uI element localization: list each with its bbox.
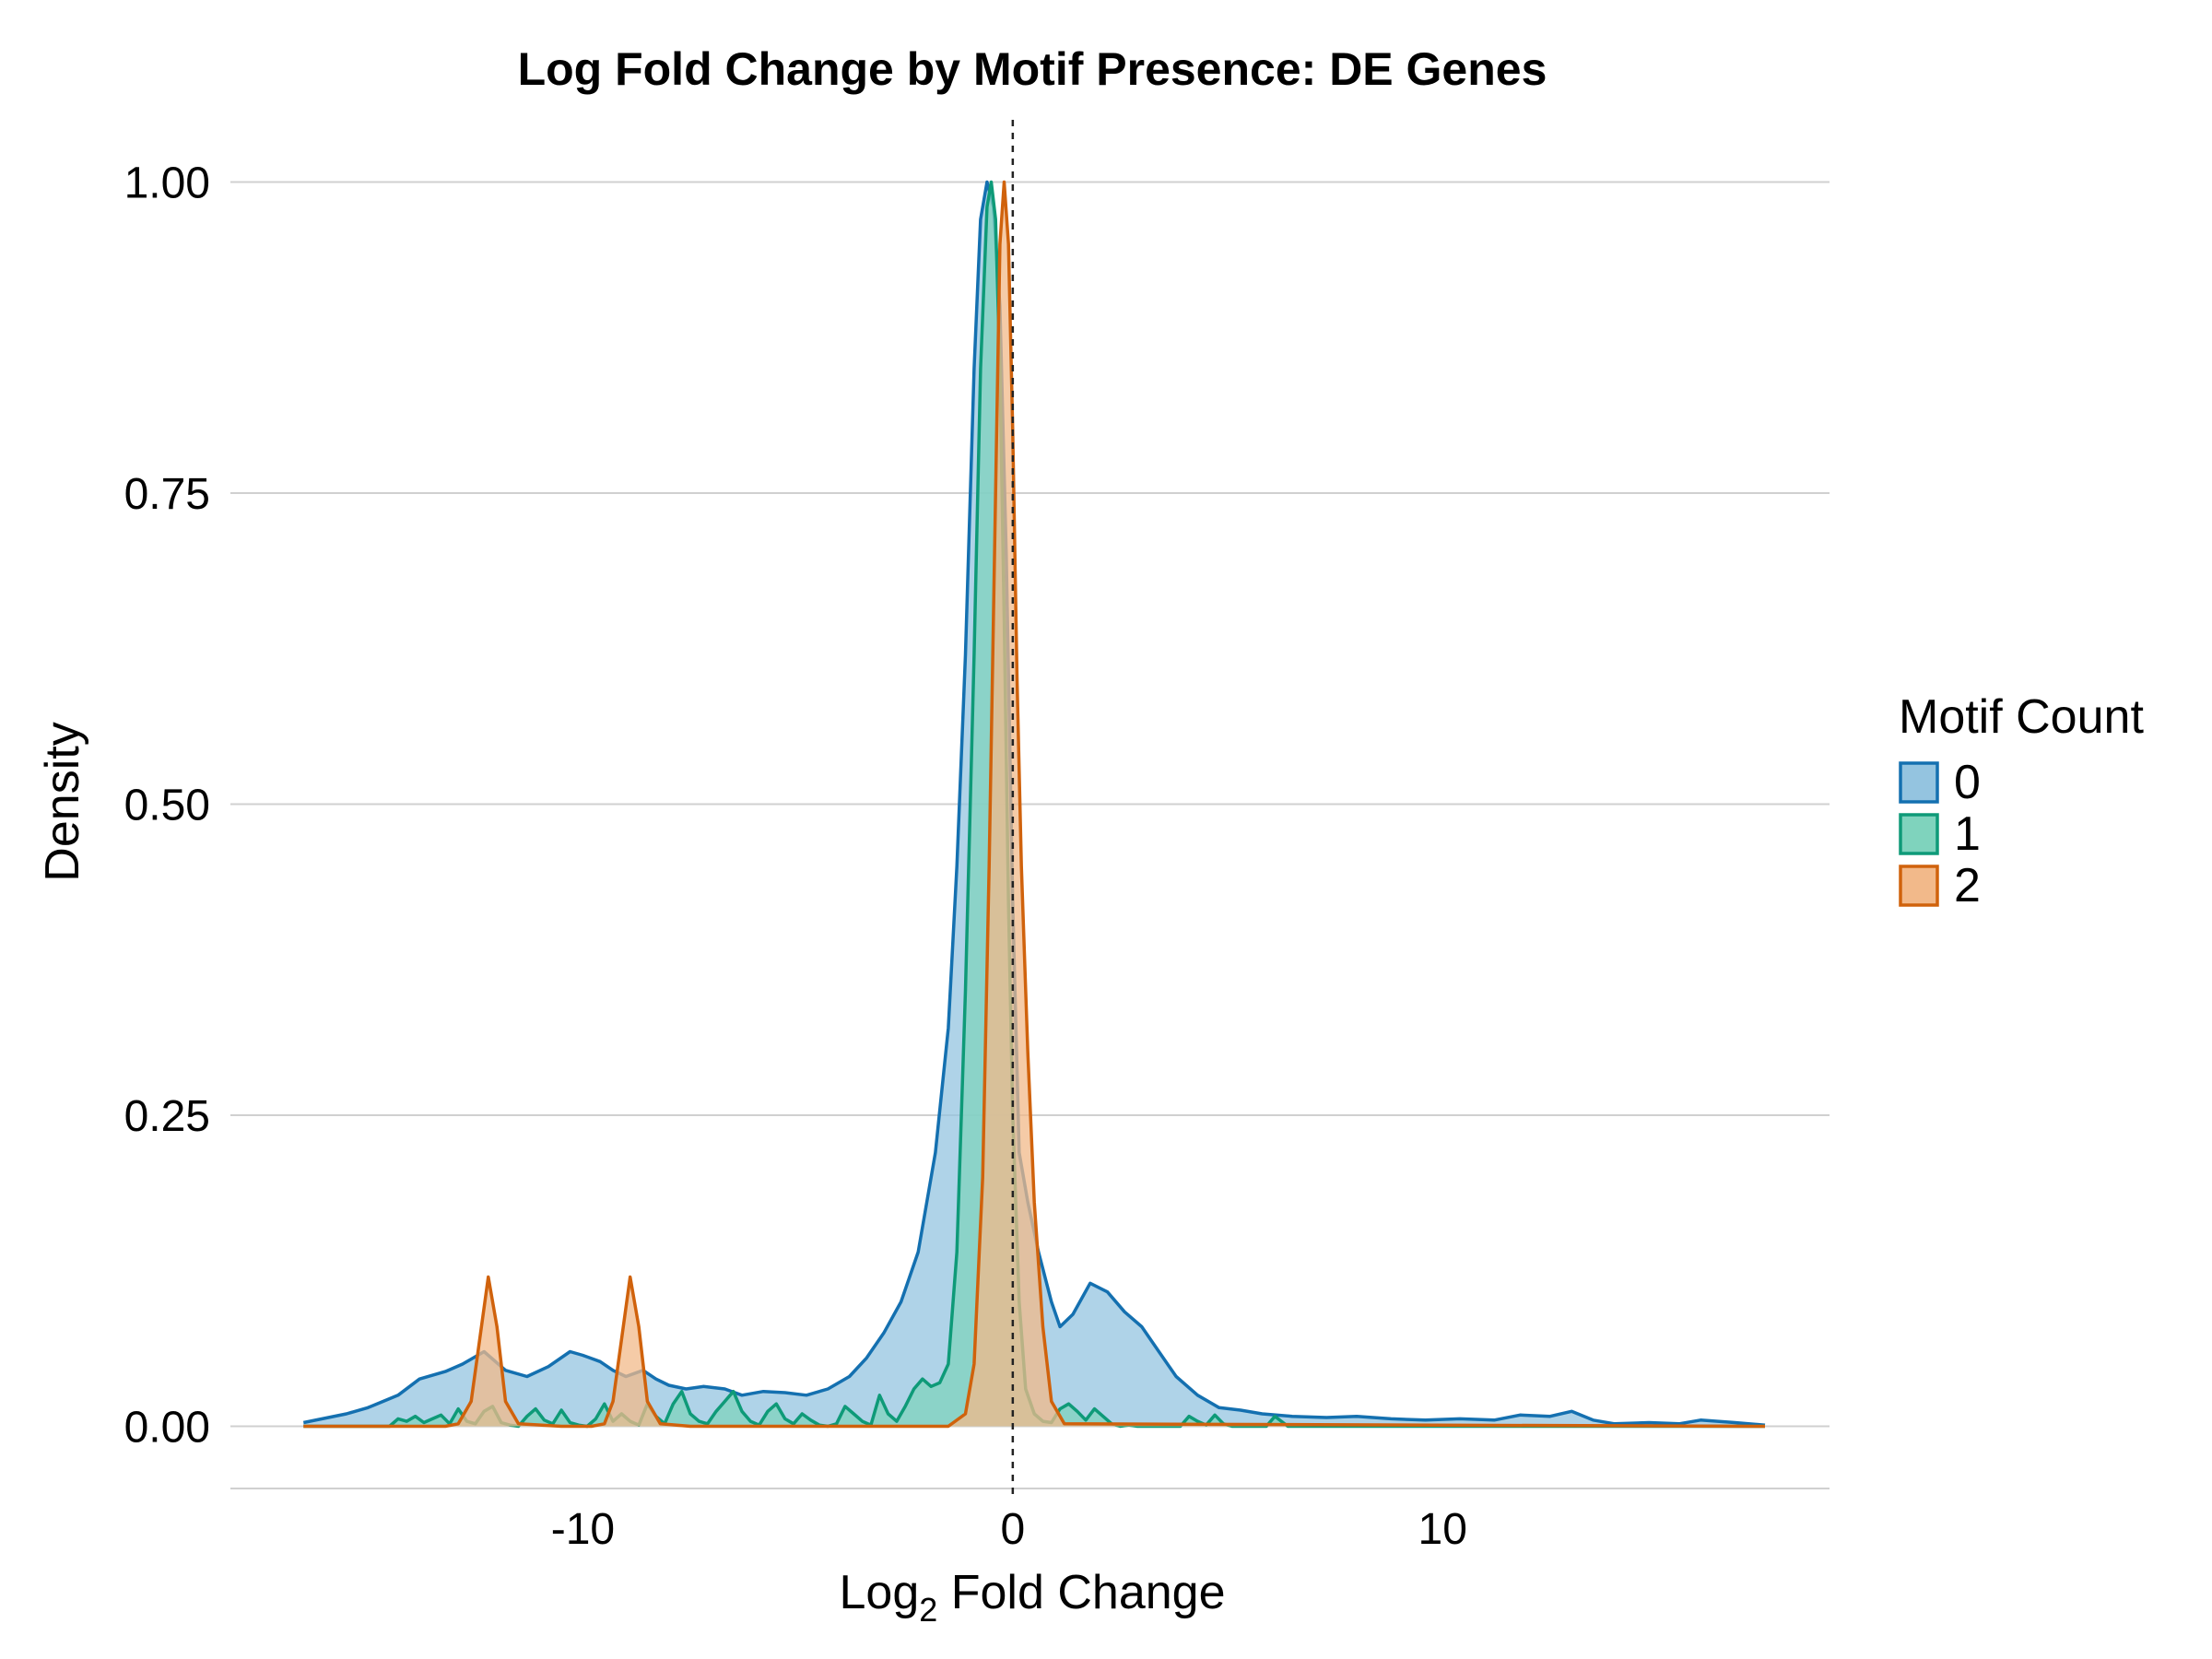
y-tick-label: 0.75 <box>124 470 210 519</box>
y-tick-label: 0.25 <box>124 1092 210 1141</box>
density-series <box>302 180 1766 1429</box>
legend-label-0: 0 <box>1954 756 1981 809</box>
y-tick-label: 0.00 <box>124 1404 210 1453</box>
density-line-2 <box>303 180 1766 1429</box>
x-tick-label: 10 <box>1418 1505 1467 1554</box>
legend: Motif Count 012 <box>1899 690 2144 912</box>
density-line-0 <box>302 180 1766 1427</box>
y-tick-label: 1.00 <box>124 159 210 208</box>
y-tick-label: 0.50 <box>124 782 210 830</box>
legend-swatch-2 <box>1899 865 1939 907</box>
legend-label-2: 2 <box>1954 859 1981 912</box>
y-axis-tick-labels: 0.00 0.25 0.50 0.75 1.00 <box>124 159 210 1453</box>
x-tick-label: -10 <box>551 1505 615 1554</box>
x-axis-tick-labels: -10 0 10 <box>551 1505 1467 1554</box>
chart-title: Log Fold Change by Motif Presence: DE Ge… <box>518 43 1547 95</box>
legend-title: Motif Count <box>1899 690 2144 744</box>
x-axis-title: Log2 Fold Change <box>840 1566 1226 1629</box>
legend-swatch-1 <box>1899 813 1939 855</box>
legend-label-1: 1 <box>1954 807 1981 861</box>
legend-items: 012 <box>1899 756 1981 912</box>
legend-swatch-0 <box>1899 761 1939 804</box>
y-axis-title: Density <box>36 722 89 881</box>
x-tick-label: 0 <box>1000 1505 1025 1554</box>
